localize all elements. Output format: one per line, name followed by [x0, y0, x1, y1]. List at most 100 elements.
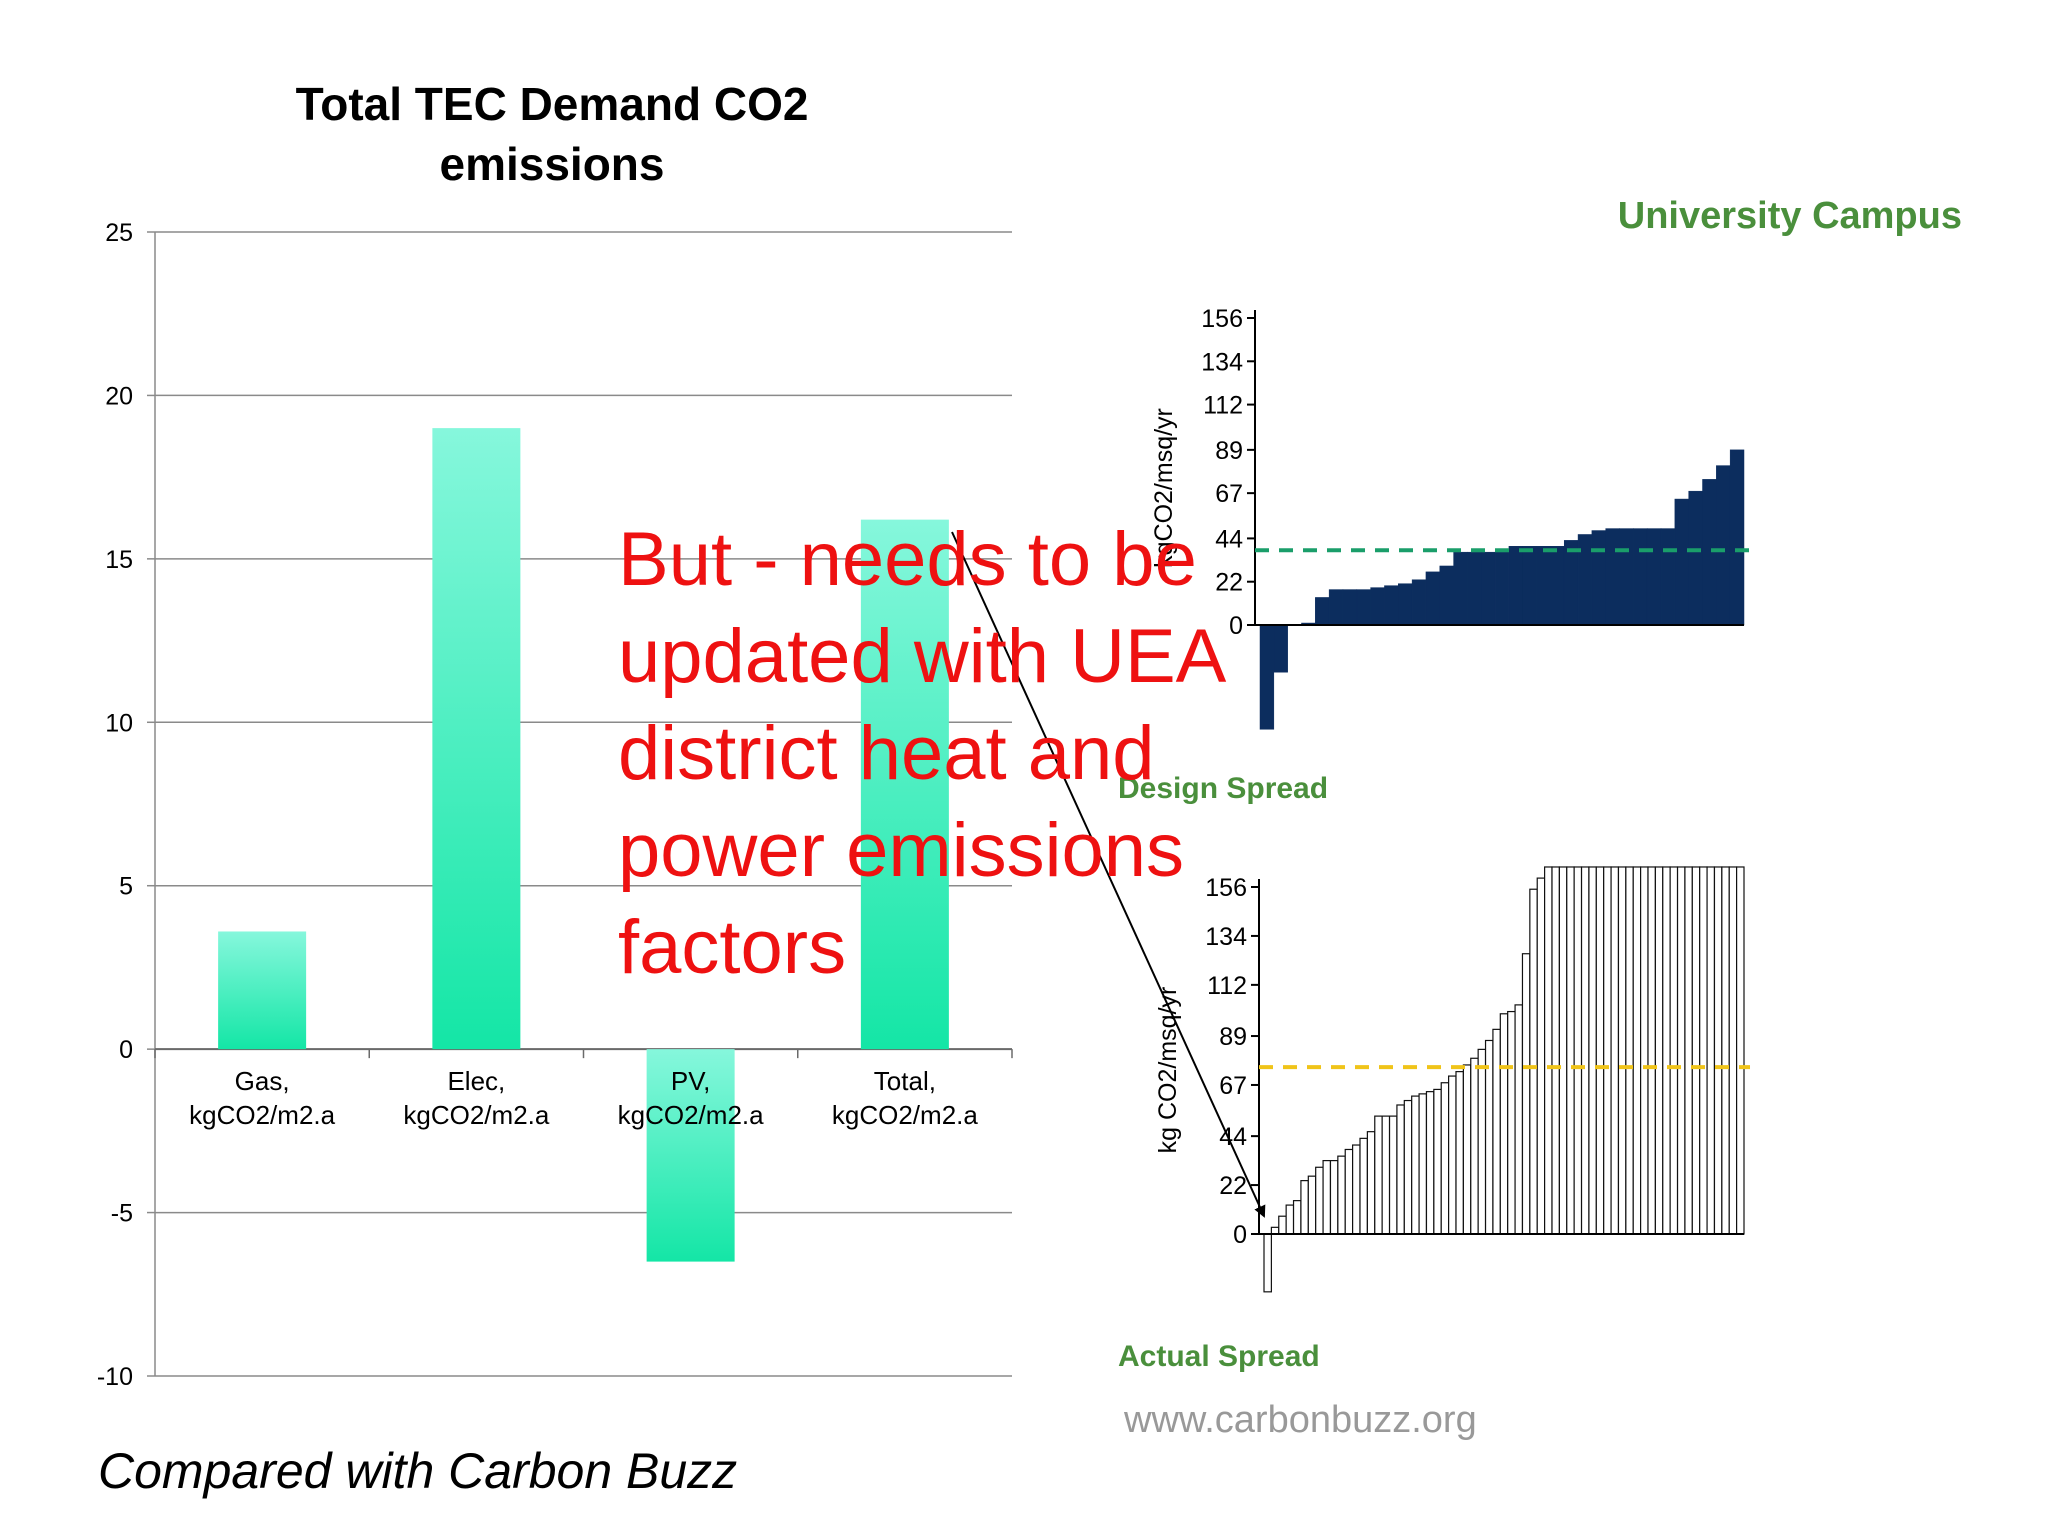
- bar: [1573, 866, 1583, 1235]
- bar: [1403, 1099, 1413, 1235]
- y-tick-label: 22: [1215, 569, 1243, 597]
- bar: [1647, 866, 1656, 1235]
- bar: [1566, 866, 1575, 1235]
- bar: [1699, 866, 1708, 1235]
- bar: [1633, 528, 1648, 626]
- x-label: kgCO2/m2.a: [618, 1100, 764, 1130]
- y-tick-label: 0: [1229, 612, 1243, 640]
- bar: [1729, 449, 1745, 626]
- bar: [1662, 866, 1671, 1235]
- footer-caption: Compared with Carbon Buzz: [98, 1443, 737, 1499]
- bar: [1591, 530, 1606, 626]
- bar: [1398, 583, 1413, 626]
- y-tick-label: 25: [105, 219, 133, 247]
- bar: [1356, 589, 1371, 626]
- bar-1: [432, 428, 521, 1050]
- bar: [1605, 528, 1620, 626]
- tec-demand-chart: Total TEC Demand CO2 emissions 25 20 15 10 5…: [97, 78, 1013, 1391]
- bar: [1716, 465, 1731, 626]
- chart-title-line-2: emissions: [440, 138, 665, 190]
- bar: [1577, 534, 1593, 626]
- bar: [1366, 1131, 1376, 1235]
- bar: [1550, 546, 1565, 626]
- bar: [1514, 1004, 1524, 1235]
- bar: [1521, 953, 1531, 1235]
- x-axis-labels: Gas, kgCO2/m2.a Elec, kgCO2/m2.a PV, kgCO2/m2…: [189, 1066, 978, 1130]
- bar: [1669, 866, 1679, 1235]
- bar: [1529, 888, 1538, 1235]
- bar: [1676, 866, 1686, 1235]
- y-tick-label: 0: [1233, 1221, 1247, 1249]
- y-tick-label: 10: [105, 709, 133, 737]
- y-axis-ticks: 156 134 112 89 67 44 22 0 kgCO2/msq/yr: [1150, 305, 1256, 640]
- bar: [1448, 1075, 1457, 1235]
- bar: [1499, 1013, 1509, 1235]
- y-axis-ticks: 25 20 15 10 5 0 -5 -10: [97, 219, 133, 1391]
- bar: [1674, 498, 1689, 626]
- bar: [1374, 1115, 1383, 1235]
- x-label: kgCO2/m2.a: [189, 1100, 335, 1130]
- bar: [1259, 624, 1275, 730]
- y-tick-label: 15: [105, 546, 133, 574]
- x-label: PV,: [671, 1066, 711, 1096]
- y-axis-label: kgCO2/msq/yr: [1150, 408, 1178, 568]
- bar: [1494, 551, 1510, 626]
- bar: [1370, 587, 1385, 626]
- bar: [1603, 866, 1612, 1235]
- y-tick-label: 134: [1205, 923, 1247, 951]
- bar: [1388, 1115, 1398, 1235]
- bar: [1278, 1215, 1287, 1235]
- y-tick-label: 67: [1219, 1072, 1247, 1100]
- pointer-arrow: [951, 531, 1266, 1218]
- bar: [1273, 624, 1288, 673]
- y-tick-label: 5: [119, 873, 133, 901]
- bar: [1544, 866, 1553, 1235]
- y-axis-label: kg CO2/msq/yr: [1154, 987, 1182, 1154]
- bar: [1342, 589, 1358, 626]
- bar: [1625, 866, 1634, 1235]
- design-spread-chart: 156 134 112 89 67 44 22 0 kgCO2/msq/yr: [1150, 305, 1750, 730]
- bar: [1688, 490, 1703, 626]
- bar: [1270, 1226, 1280, 1235]
- bar: [1492, 1028, 1501, 1235]
- annotation-line-3: district heat and: [618, 711, 1155, 796]
- source-url: www.carbonbuzz.org: [1123, 1399, 1477, 1441]
- annotation-line-4: power emissions: [618, 808, 1184, 893]
- bar: [1684, 866, 1693, 1235]
- bar: [1588, 866, 1597, 1235]
- bar: [1418, 1093, 1428, 1235]
- bar: [1300, 1180, 1309, 1235]
- bar: [1381, 1115, 1391, 1235]
- bar: [1384, 585, 1399, 626]
- bar: [1328, 589, 1344, 626]
- chart-title-line-1: Total TEC Demand CO2: [296, 78, 809, 130]
- bar: [1640, 866, 1649, 1235]
- bar: [1470, 1057, 1479, 1235]
- bar: [1462, 1064, 1472, 1235]
- bars: [1255, 449, 1750, 730]
- bar: [1558, 866, 1568, 1235]
- bar: [1713, 866, 1723, 1235]
- bar: [1307, 1175, 1317, 1235]
- bar: [1292, 1200, 1302, 1235]
- y-tick-label: 89: [1215, 437, 1243, 465]
- y-tick-label: -10: [97, 1363, 133, 1391]
- bar: [1344, 1148, 1354, 1235]
- x-label: kgCO2/m2.a: [403, 1100, 549, 1130]
- y-tick-label: 44: [1215, 525, 1243, 553]
- bar: [1352, 1144, 1361, 1235]
- bar: [1721, 866, 1730, 1235]
- bar: [1322, 1159, 1332, 1235]
- y-tick-label: 134: [1201, 348, 1243, 376]
- bar: [1455, 1071, 1464, 1235]
- bar: [1536, 877, 1546, 1235]
- x-label: Elec,: [447, 1066, 505, 1096]
- design-spread-label: Design Spread: [1118, 772, 1328, 805]
- bar: [1425, 571, 1441, 626]
- x-label: Total,: [874, 1066, 936, 1096]
- y-tick-label: 112: [1203, 392, 1243, 420]
- annotation-line-1: But - needs to be: [618, 517, 1197, 602]
- y-tick-label: 67: [1215, 480, 1243, 508]
- bar: [1425, 1091, 1435, 1235]
- annotation-text: But - needs to be updated with UEA distr…: [618, 517, 1227, 990]
